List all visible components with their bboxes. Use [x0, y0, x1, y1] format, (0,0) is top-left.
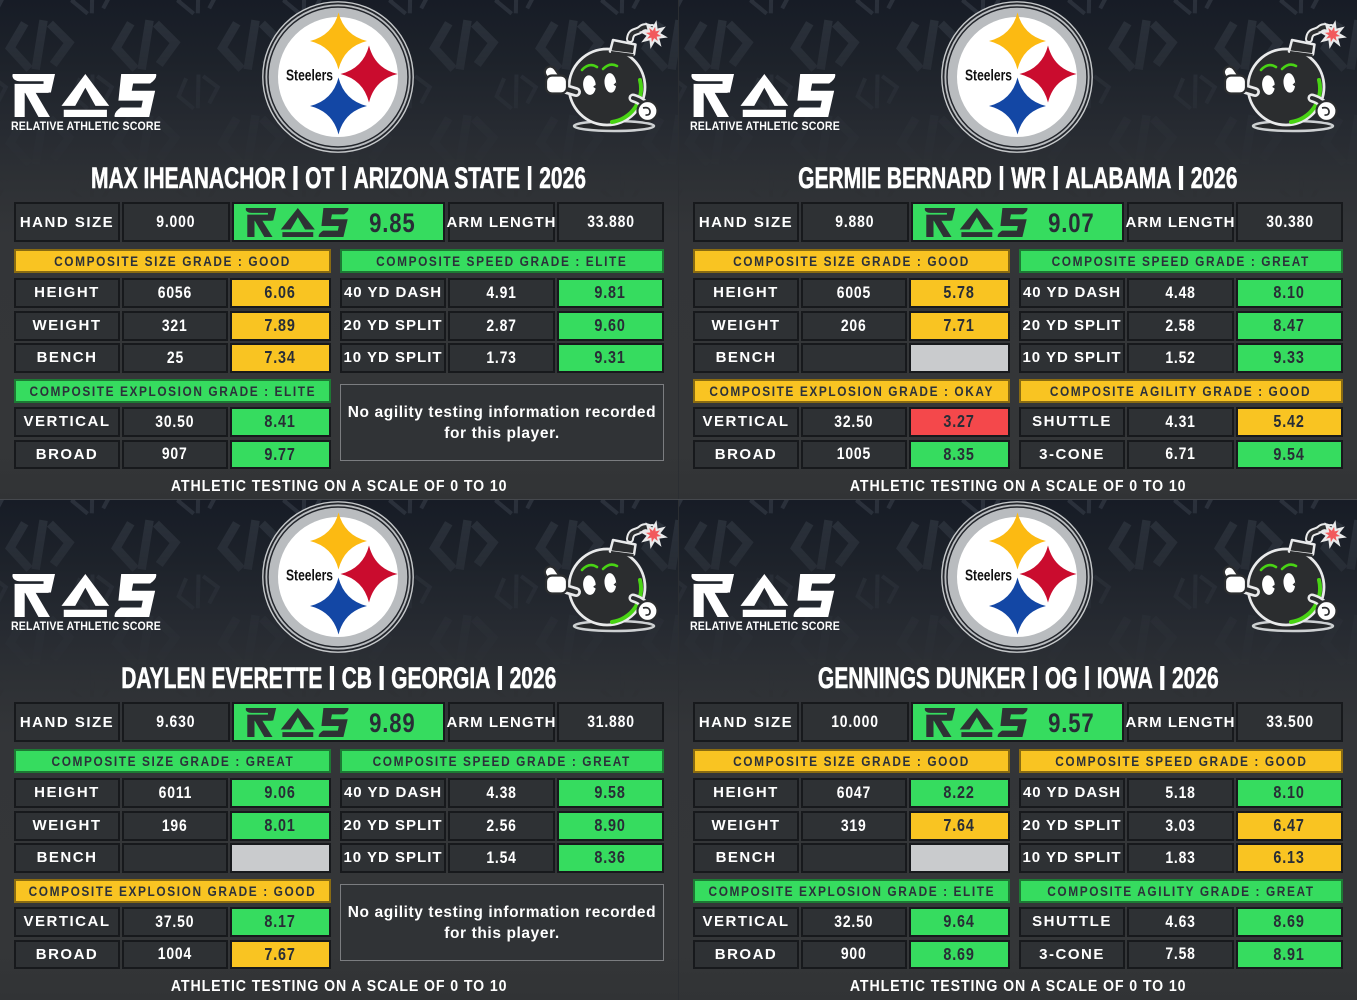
svg-text:Steelers: Steelers [965, 568, 1012, 585]
svg-text:Steelers: Steelers [286, 568, 333, 585]
svg-text:Steelers: Steelers [965, 68, 1012, 85]
svg-text:Steelers: Steelers [286, 68, 333, 85]
